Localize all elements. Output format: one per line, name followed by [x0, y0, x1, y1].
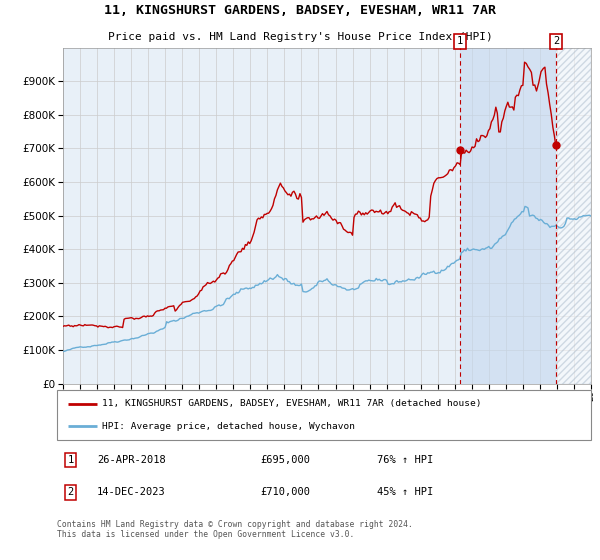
- Text: 11, KINGSHURST GARDENS, BADSEY, EVESHAM, WR11 7AR (detached house): 11, KINGSHURST GARDENS, BADSEY, EVESHAM,…: [103, 399, 482, 408]
- Text: 2: 2: [553, 36, 559, 46]
- Text: £710,000: £710,000: [260, 487, 310, 497]
- Text: Price paid vs. HM Land Registry's House Price Index (HPI): Price paid vs. HM Land Registry's House …: [107, 32, 493, 42]
- Text: 26-APR-2018: 26-APR-2018: [97, 455, 166, 465]
- Text: 45% ↑ HPI: 45% ↑ HPI: [377, 487, 434, 497]
- Text: 1: 1: [457, 36, 463, 46]
- Text: 11, KINGSHURST GARDENS, BADSEY, EVESHAM, WR11 7AR: 11, KINGSHURST GARDENS, BADSEY, EVESHAM,…: [104, 4, 496, 17]
- Text: 2: 2: [67, 487, 73, 497]
- Text: £695,000: £695,000: [260, 455, 310, 465]
- Text: 76% ↑ HPI: 76% ↑ HPI: [377, 455, 434, 465]
- Text: 14-DEC-2023: 14-DEC-2023: [97, 487, 166, 497]
- Text: Contains HM Land Registry data © Crown copyright and database right 2024.
This d: Contains HM Land Registry data © Crown c…: [57, 520, 413, 539]
- Text: 1: 1: [67, 455, 73, 465]
- Bar: [460, 48, 556, 384]
- Bar: [556, 48, 591, 384]
- Text: HPI: Average price, detached house, Wychavon: HPI: Average price, detached house, Wych…: [103, 422, 355, 431]
